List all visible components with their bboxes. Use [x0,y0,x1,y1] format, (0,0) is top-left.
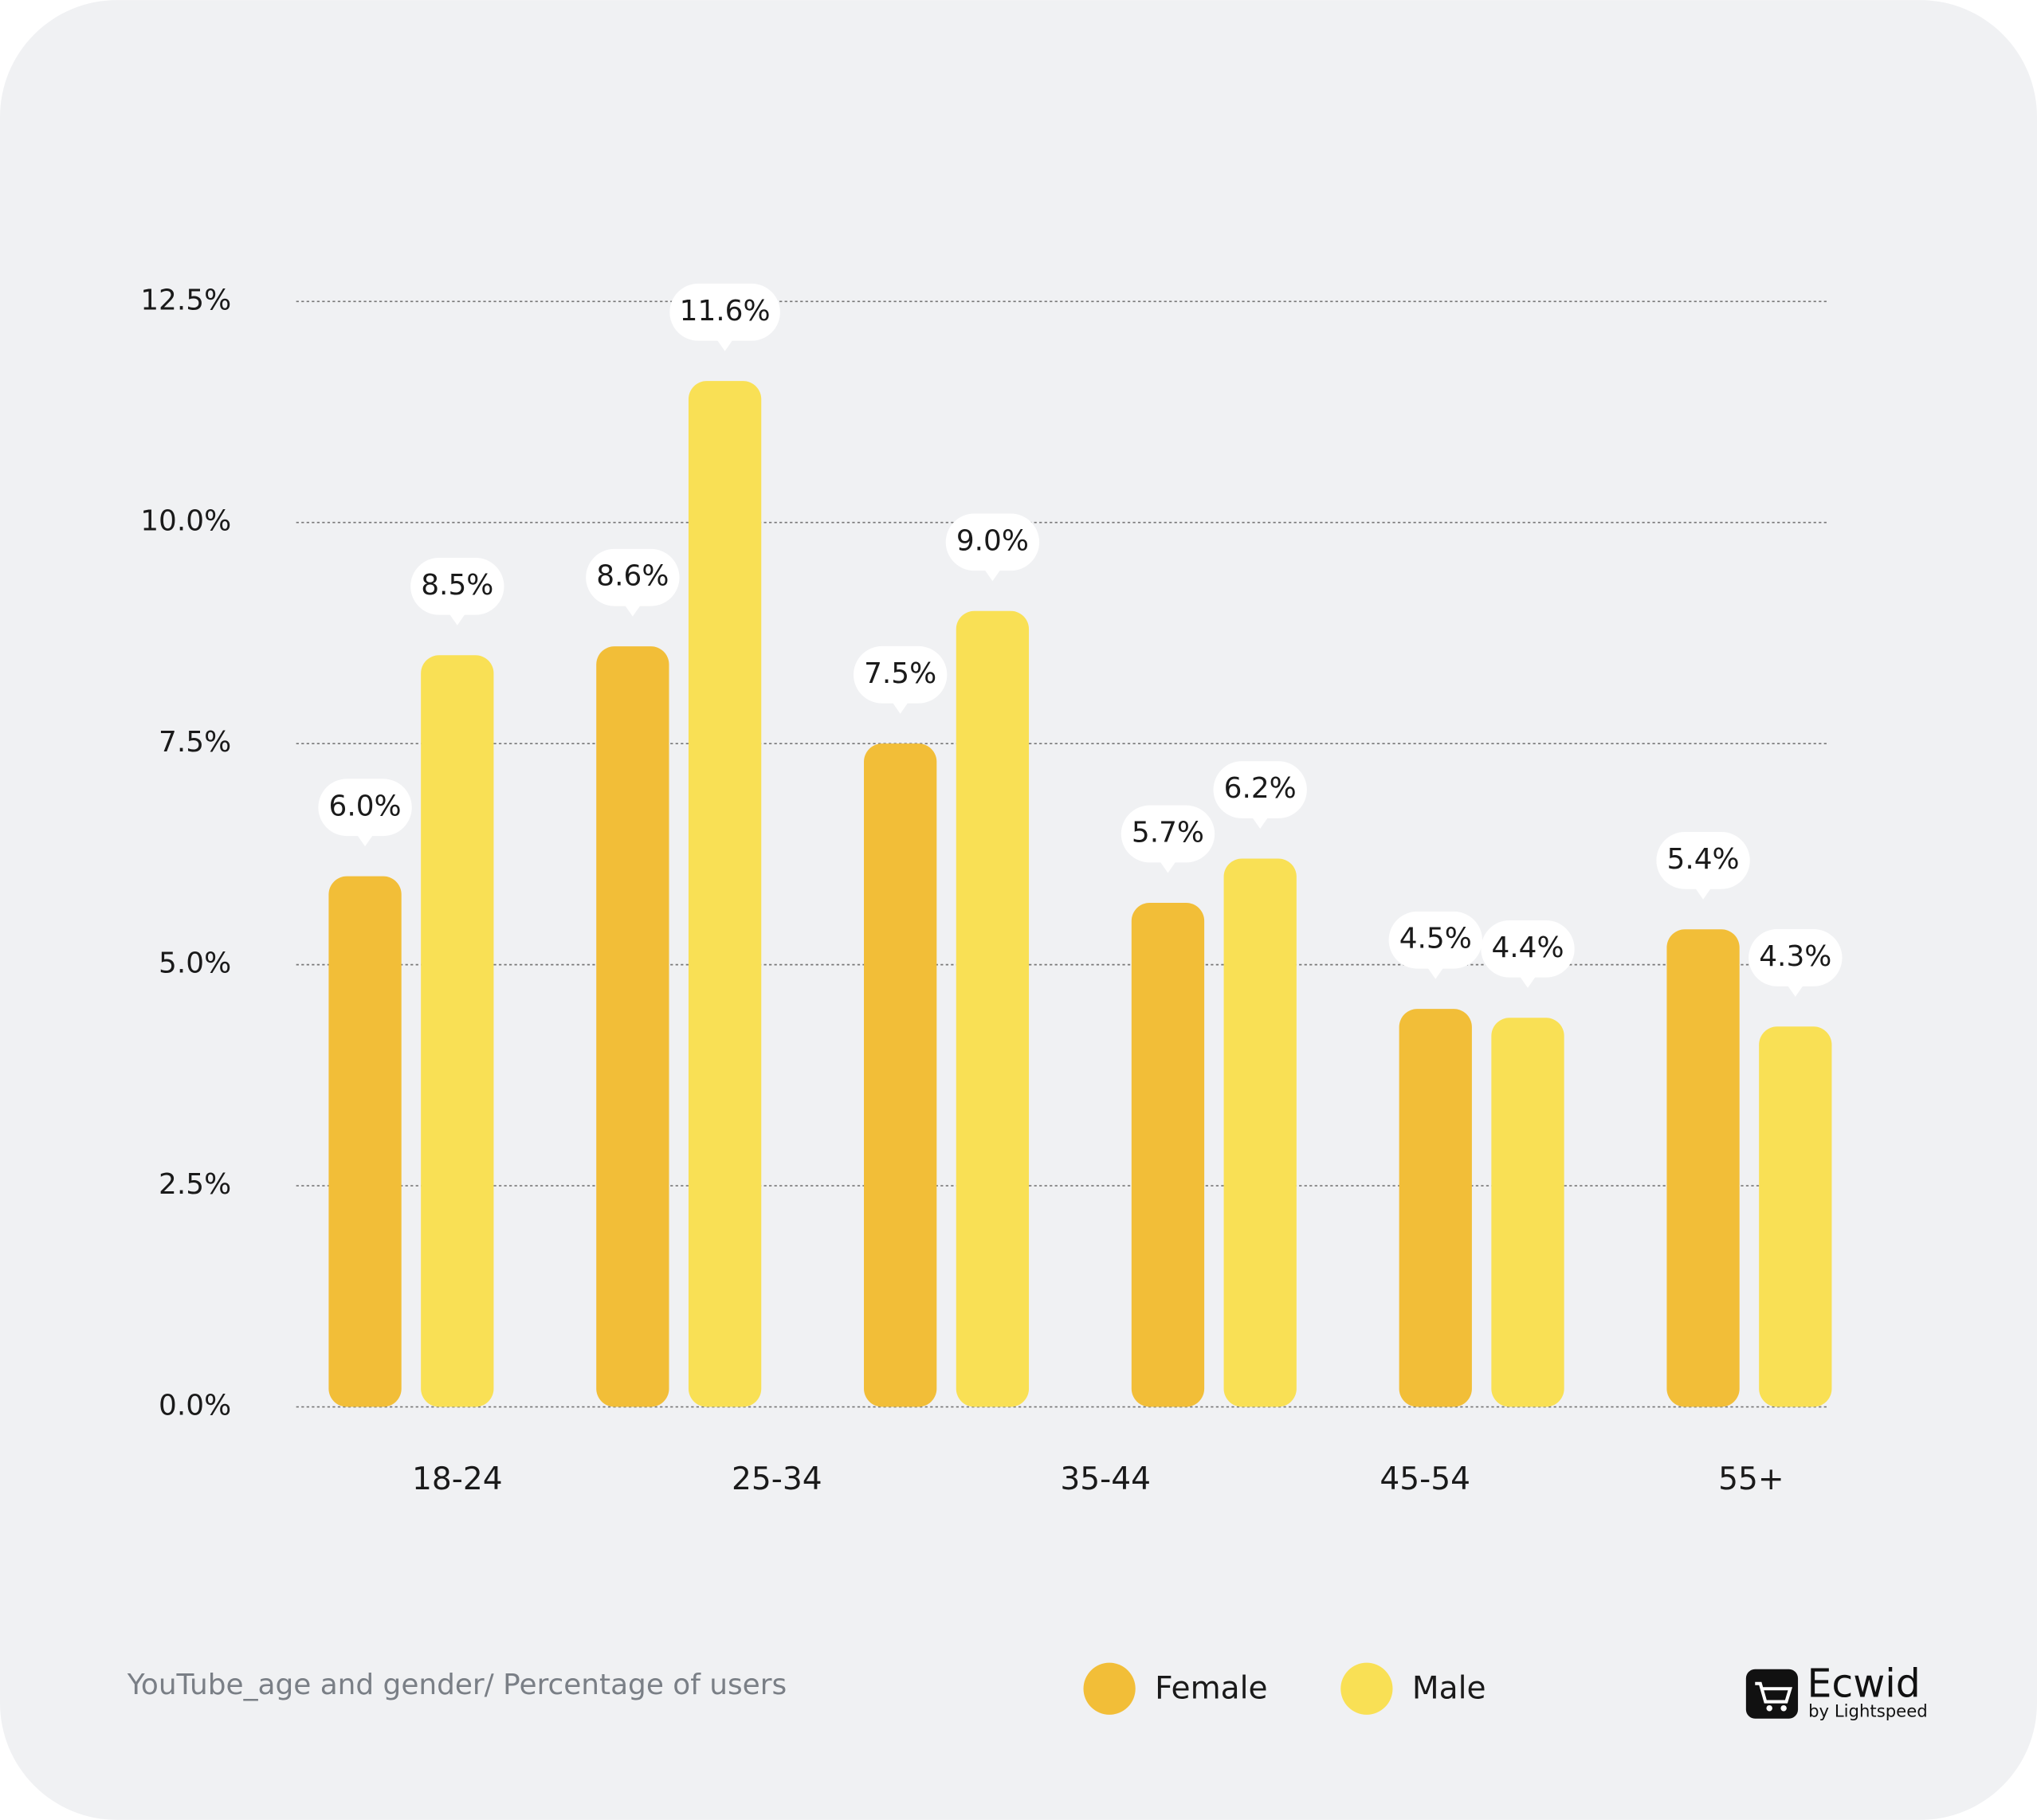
bar [421,655,494,1407]
bubble-pointer [1694,886,1713,900]
bar [956,610,1030,1407]
bar [596,646,669,1407]
value-label-bubble: 11.6% [669,283,780,351]
value-label-bubble: 5.4% [1656,831,1750,900]
x-tick-label: 35-44 [1060,1461,1151,1497]
value-label: 9.0% [956,524,1029,557]
value-label: 6.0% [329,790,402,822]
legend-label: Female [1155,1670,1267,1706]
bar [1131,902,1205,1407]
y-tick-label: 12.5% [140,284,231,316]
value-label: 8.5% [421,569,493,602]
bar [1759,1026,1832,1407]
value-label-bubble: 6.0% [318,779,412,847]
bubble [669,283,780,341]
bubble-pointer [983,567,1002,582]
bubble [853,645,948,704]
bar [1666,929,1740,1407]
bubble [1388,911,1482,969]
value-label: 4.3% [1759,940,1831,973]
bubble [318,779,412,837]
brand-tagline: by Lightspeed [1808,1701,1928,1721]
logo-wheel [1780,1704,1787,1712]
value-label-bubble: 9.0% [945,513,1040,582]
bubble-pointer [1426,966,1445,979]
value-label: 8.6% [596,560,669,593]
bar [864,743,937,1407]
legend-swatch [1340,1662,1393,1715]
x-tick-label: 55+ [1718,1461,1784,1497]
logo: Ecwid by Lightspeed [1745,1661,1928,1721]
bubble [1749,929,1843,986]
logo-wheel [1766,1704,1772,1712]
value-label-bubble: 8.5% [410,557,504,626]
value-label: 6.2% [1224,772,1297,805]
logo-cart [1755,1681,1793,1704]
bubble-pointer [448,612,467,626]
bubble [1213,761,1307,818]
bubble-pointer [1786,983,1805,997]
bubble [1481,920,1575,978]
y-tick-label: 7.5% [159,726,231,759]
bubble-pointer [891,700,910,714]
bar [1223,858,1297,1407]
value-label: 11.6% [680,295,771,328]
y-tick-label: 0.0% [159,1390,231,1422]
bubble [945,513,1040,571]
bubble [410,557,504,615]
value-label: 7.5% [864,657,936,690]
value-label-bubble: 4.5% [1388,911,1482,979]
bubble-pointer [1250,815,1270,829]
y-tick-label: 10.0% [140,505,231,538]
x-tick-label: 45-54 [1380,1461,1470,1497]
caption: YouTube_age and gender/ Percentage of us… [127,1669,787,1701]
bar [328,876,402,1407]
y-tick-label: 5.0% [159,947,231,980]
value-label: 4.4% [1491,932,1564,964]
brand-name: Ecwid [1807,1661,1920,1706]
value-label-bubble: 5.7% [1121,805,1215,873]
value-label-bubble: 8.6% [586,548,680,617]
value-label: 4.5% [1399,923,1472,955]
bubble-pointer [716,338,735,351]
value-label-bubble: 4.3% [1749,929,1843,997]
value-label: 5.4% [1667,843,1740,876]
value-label-bubble: 7.5% [853,645,948,714]
value-label-bubble: 4.4% [1481,920,1575,988]
bubble-pointer [1159,860,1177,873]
bar [1399,1009,1472,1407]
bubble-pointer [623,603,642,617]
y-tick-label: 2.5% [159,1168,231,1201]
bubble [1656,831,1750,889]
x-tick-label: 25-34 [732,1461,822,1497]
legend-swatch [1083,1662,1136,1715]
bubble [586,548,680,606]
bar [1491,1018,1564,1407]
bubble [1121,805,1215,863]
legend-label: Male [1412,1670,1486,1706]
bubble-pointer [355,833,375,847]
bar [688,381,762,1407]
value-label: 5.7% [1132,817,1204,849]
bubble-pointer [1518,975,1537,988]
x-tick-label: 18-24 [412,1461,503,1497]
value-label-bubble: 6.2% [1213,761,1307,829]
